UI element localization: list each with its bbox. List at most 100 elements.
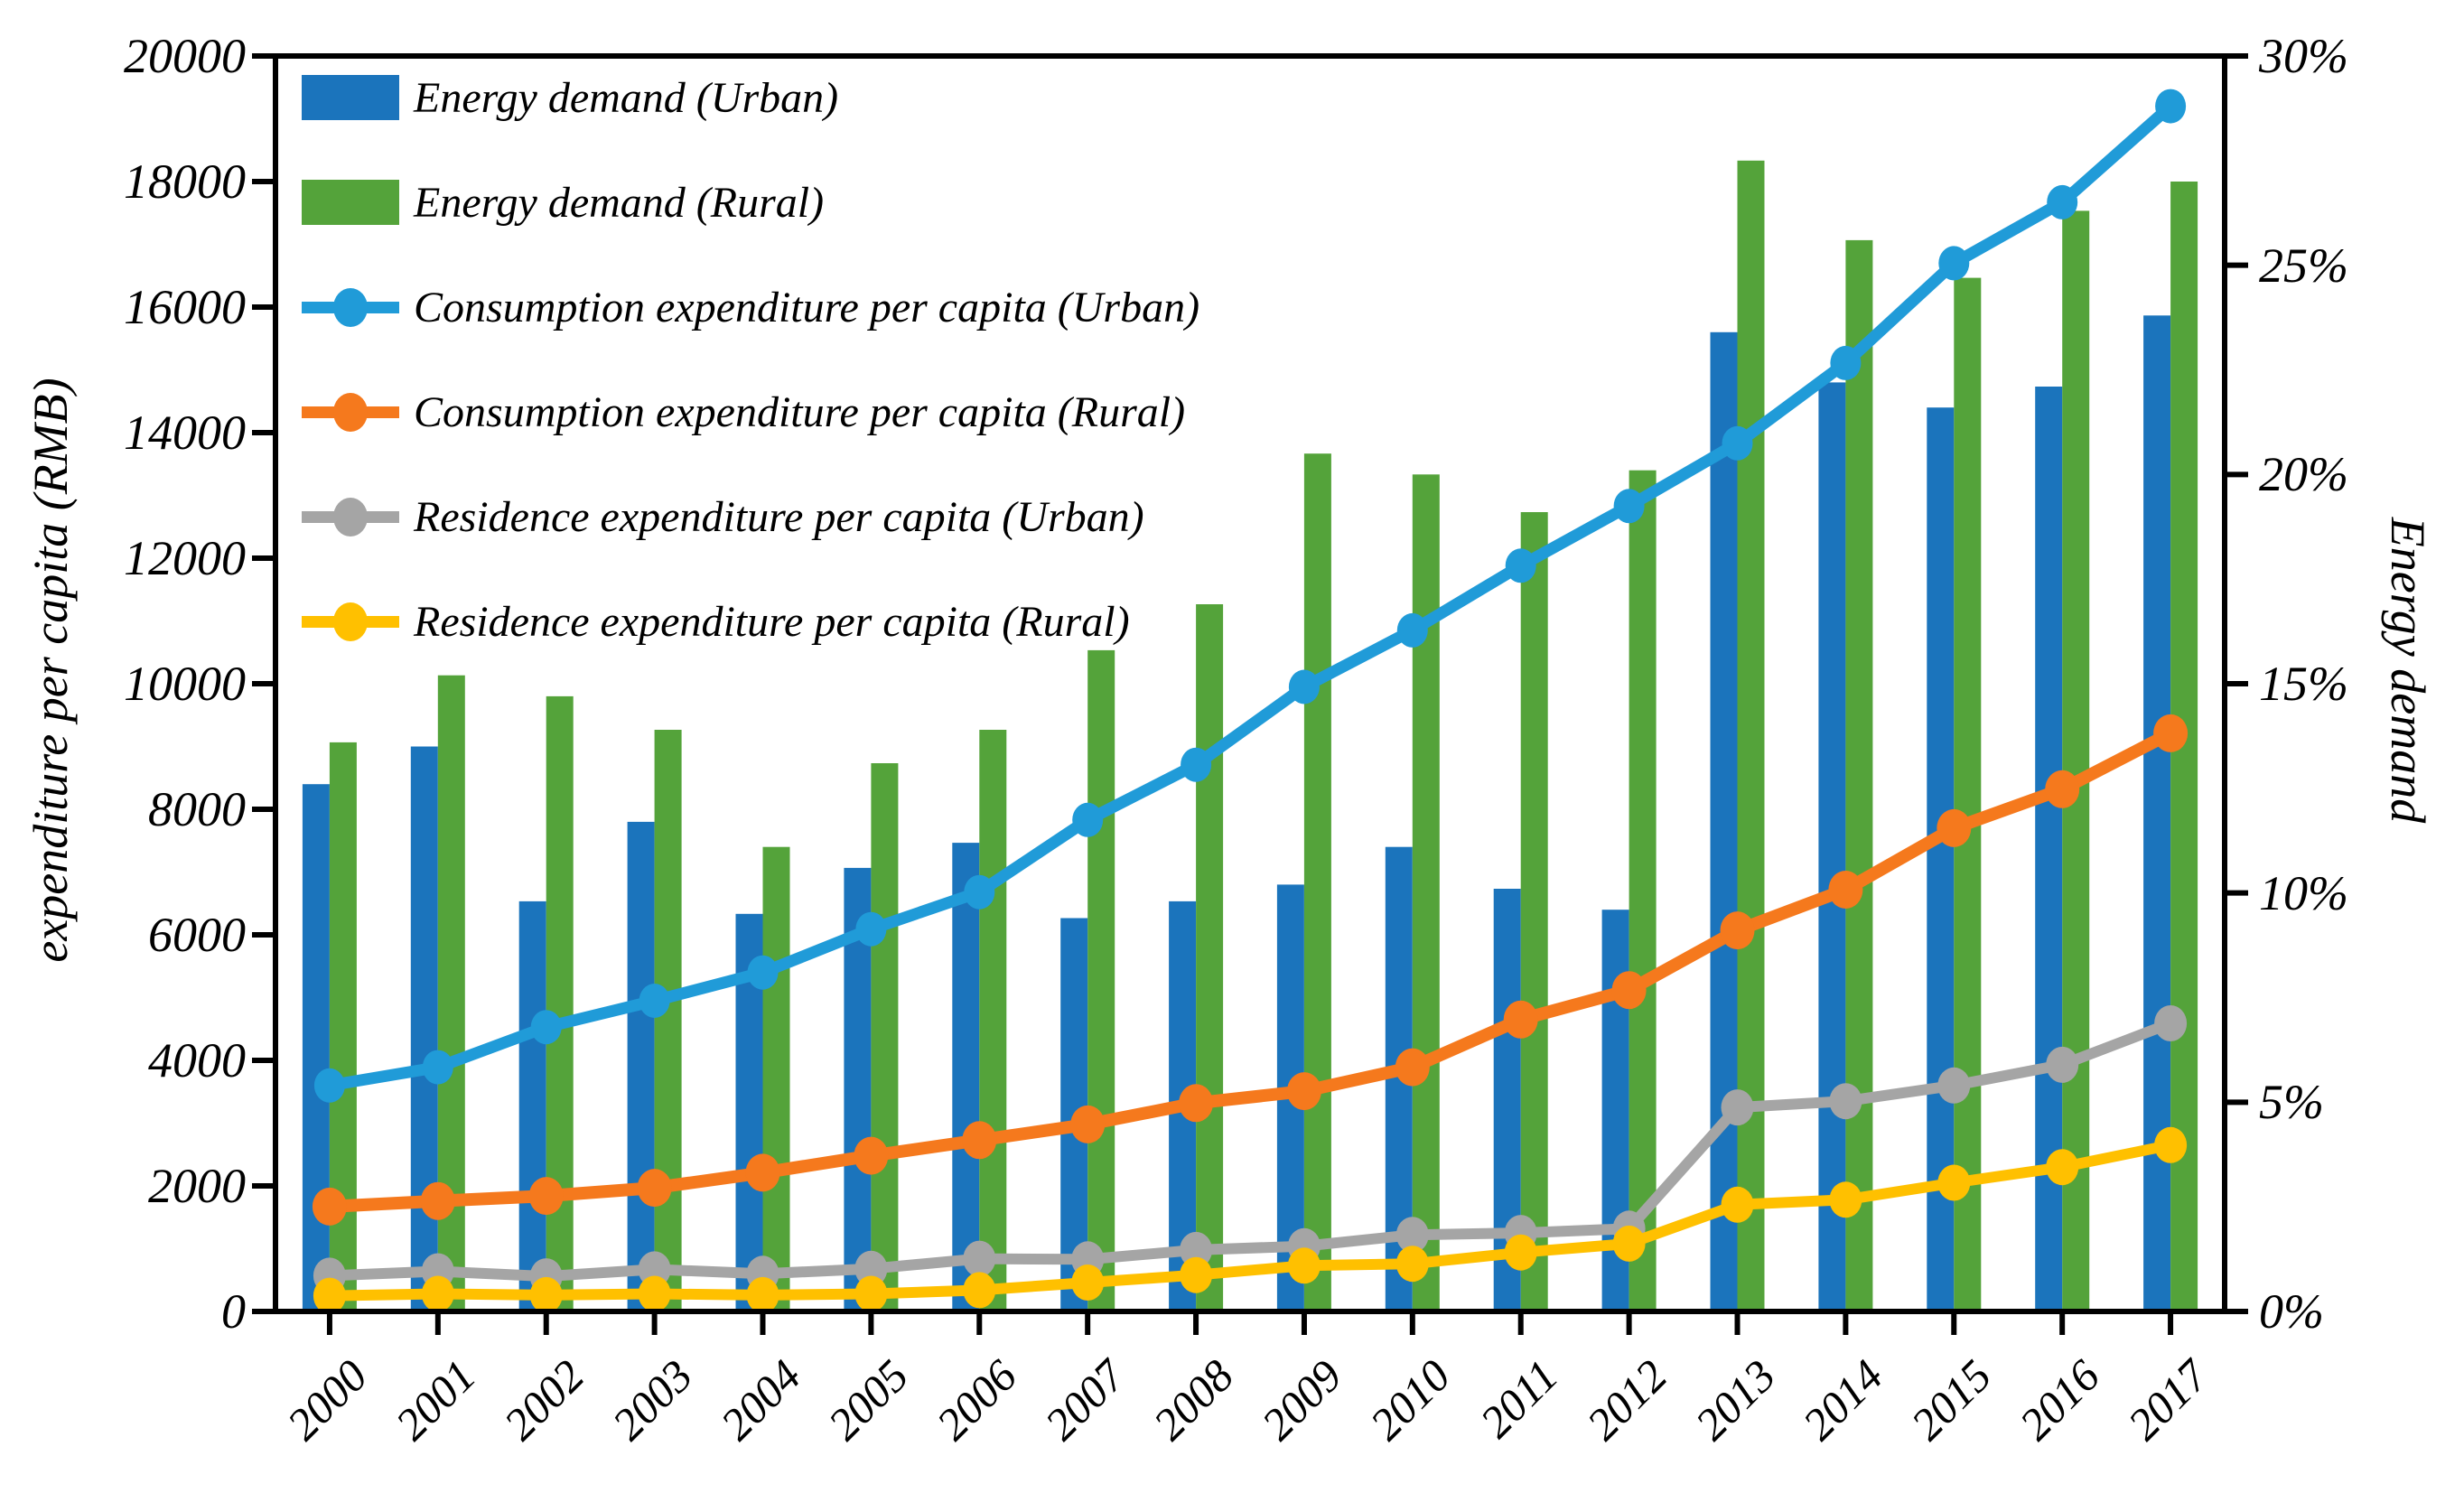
bar-urban-2001 [410, 746, 438, 1311]
right-tick-label: 20% [2259, 447, 2348, 502]
left-tick-label: 18000 [124, 154, 246, 209]
bar-rural-2008 [1196, 604, 1224, 1311]
left-tick-label: 12000 [124, 531, 246, 585]
point-series-4-2005 [854, 1250, 888, 1287]
legend-label: Energy demand (Rural) [414, 178, 825, 227]
point-series-3-2005 [854, 1136, 889, 1175]
point-series-2-2003 [639, 984, 670, 1018]
point-series-2-2013 [1722, 425, 1753, 461]
point-series-3-2017 [2153, 714, 2189, 752]
point-series-3-2009 [1286, 1072, 1321, 1111]
point-series-4-2016 [2046, 1046, 2079, 1083]
point-series-4-2014 [1829, 1083, 1862, 1120]
point-series-2-2012 [1613, 489, 1645, 524]
bar-urban-2014 [1818, 382, 1846, 1311]
right-tick-label: 10% [2259, 865, 2348, 920]
bar-rural-2003 [654, 730, 682, 1311]
bar-rural-2002 [546, 695, 574, 1311]
legend-label: Residence expenditure per capita (Rural) [414, 597, 1130, 646]
legend-label: Residence expenditure per capita (Urban) [414, 492, 1144, 541]
bar-swatch-green-icon [302, 177, 399, 228]
point-series-3-2001 [420, 1181, 455, 1220]
point-series-4-2010 [1395, 1217, 1429, 1254]
point-series-5-2016 [2046, 1149, 2079, 1186]
right-tick-label: 0% [2259, 1284, 2324, 1339]
point-series-5-2014 [1829, 1181, 1862, 1218]
point-series-2-2004 [747, 955, 779, 990]
point-series-3-2000 [312, 1187, 347, 1226]
bar-urban-2000 [302, 784, 330, 1311]
point-series-2-2005 [855, 911, 887, 947]
left-tick-label: 10000 [124, 657, 246, 711]
line-dot-marker-gray-icon [302, 491, 399, 542]
point-series-3-2010 [1395, 1048, 1430, 1087]
right-tick-label: 30% [2259, 29, 2348, 83]
point-series-3-2004 [745, 1153, 780, 1192]
line-series-3 [322, 726, 2178, 1213]
bar-urban-2002 [518, 900, 546, 1311]
bar-rural-2015 [1954, 277, 1982, 1312]
legend-label: Energy demand (Urban) [414, 73, 839, 122]
point-series-4-2015 [1937, 1067, 1971, 1104]
point-series-2-2007 [1072, 802, 1104, 837]
point-series-3-2002 [528, 1177, 564, 1216]
right-axis-title: Energy demand [2381, 517, 2435, 824]
bar-rural-2011 [1520, 512, 1548, 1311]
point-series-3-2006 [962, 1121, 997, 1160]
point-series-2-2008 [1181, 747, 1212, 782]
left-tick-label: 8000 [148, 782, 246, 836]
point-series-5-2015 [1937, 1164, 1971, 1201]
left-tick-label: 14000 [124, 406, 246, 460]
point-series-5-2002 [529, 1276, 563, 1313]
point-series-5-2012 [1612, 1225, 1646, 1262]
bar-rural-2004 [762, 846, 790, 1311]
bar-rural-2000 [329, 742, 357, 1311]
point-series-5-2005 [854, 1275, 888, 1312]
line-series-4 [323, 1018, 2177, 1283]
point-series-4-2013 [1721, 1089, 1754, 1126]
point-series-4-2008 [1180, 1231, 1213, 1268]
point-series-5-2008 [1180, 1256, 1213, 1293]
point-series-2-2017 [2155, 89, 2187, 124]
point-series-5-2009 [1287, 1247, 1321, 1284]
bar-rural-2012 [1629, 470, 1657, 1311]
bar-rural-2010 [1412, 474, 1440, 1311]
left-tick-label: 20000 [124, 29, 246, 83]
point-series-5-2013 [1721, 1186, 1754, 1223]
bar-rural-2013 [1737, 160, 1765, 1311]
point-series-3-2012 [1611, 971, 1647, 1010]
point-series-3-2015 [1937, 808, 1972, 847]
line-series-2 [323, 100, 2177, 1092]
bar-swatch-blue-icon [302, 72, 399, 123]
point-series-4-2006 [963, 1240, 996, 1277]
bar-rural-2014 [1845, 239, 1873, 1311]
point-series-2-2010 [1396, 612, 1428, 648]
legend: Energy demand (Urban) Energy demand (Rur… [302, 45, 1199, 674]
bar-rural-2006 [979, 730, 1007, 1311]
point-series-2-2015 [1938, 246, 1970, 281]
point-series-2-2014 [1830, 345, 1862, 380]
bar-urban-2006 [952, 843, 980, 1311]
point-series-2-2011 [1505, 548, 1536, 583]
point-series-3-2016 [2045, 770, 2080, 808]
right-tick-label: 5% [2259, 1075, 2324, 1130]
point-series-5-2007 [1071, 1264, 1105, 1301]
legend-item-consumption-urban: Consumption expenditure per capita (Urba… [302, 255, 1199, 359]
point-series-2-2000 [313, 1068, 345, 1103]
line-dot-marker-blue-icon [302, 282, 399, 332]
point-series-5-2006 [963, 1272, 996, 1309]
point-series-5-2010 [1395, 1246, 1429, 1283]
point-series-5-2000 [313, 1277, 346, 1314]
legend-item-energy-urban: Energy demand (Urban) [302, 45, 1199, 150]
bar-rural-2007 [1087, 649, 1115, 1311]
point-series-2-2016 [2047, 184, 2078, 219]
line-series-5 [323, 1139, 2177, 1302]
point-series-2-2009 [1288, 669, 1320, 705]
right-tick-label: 15% [2259, 657, 2348, 711]
bar-urban-2003 [627, 821, 655, 1311]
point-series-3-2003 [637, 1169, 672, 1208]
point-series-3-2011 [1503, 1000, 1538, 1039]
left-tick-label: 6000 [148, 908, 246, 962]
